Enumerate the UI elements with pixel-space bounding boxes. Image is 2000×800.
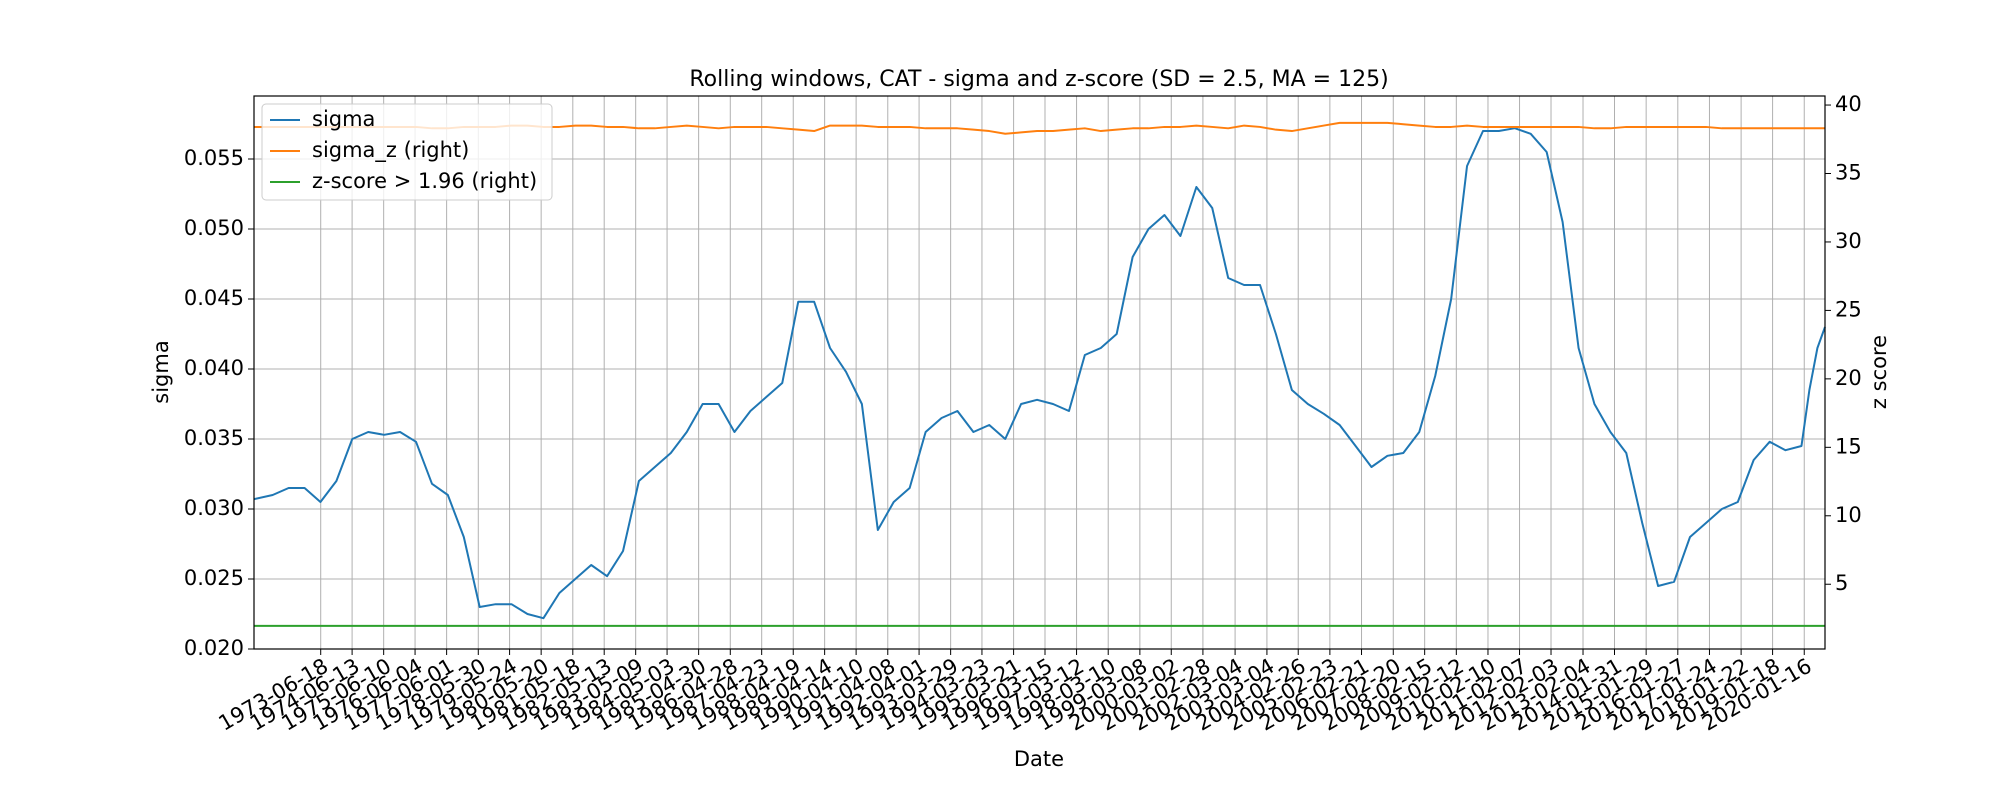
y2-tick-label: 30 (1835, 229, 1862, 253)
y-tick-label: 0.050 (184, 216, 244, 240)
y2-tick-label: 15 (1835, 434, 1862, 458)
y2-tick-label: 35 (1835, 160, 1862, 184)
legend-label: z-score > 1.96 (right) (312, 169, 537, 193)
x-axis-label: Date (1014, 747, 1064, 771)
legend-label: sigma (312, 107, 375, 131)
y2-axis-label: z score (1867, 335, 1891, 409)
y-tick-label: 0.020 (184, 636, 244, 660)
y-axis-label: sigma (149, 340, 173, 403)
series-line (253, 127, 1826, 620)
y2-tick-label: 20 (1835, 366, 1862, 390)
y2-tick-label: 10 (1835, 503, 1862, 527)
y-tick-label: 0.025 (184, 566, 244, 590)
y-tick-label: 0.030 (184, 496, 244, 520)
y2-tick-label: 5 (1835, 571, 1848, 595)
y-tick-label: 0.055 (184, 146, 244, 170)
y2-tick-label: 25 (1835, 297, 1862, 321)
y-tick-label: 0.045 (184, 286, 244, 310)
plot-frame (253, 95, 1826, 650)
y2-tick-label: 40 (1835, 92, 1862, 116)
legend: sigma sigma_z (right) z-score > 1.96 (righ… (261, 103, 553, 201)
y-tick-label: 0.035 (184, 426, 244, 450)
legend-label: sigma_z (right) (312, 138, 469, 163)
chart-title: Rolling windows, CAT - sigma and z-score… (689, 67, 1388, 92)
legend-box (261, 103, 553, 201)
y-tick-label: 0.040 (184, 356, 244, 380)
